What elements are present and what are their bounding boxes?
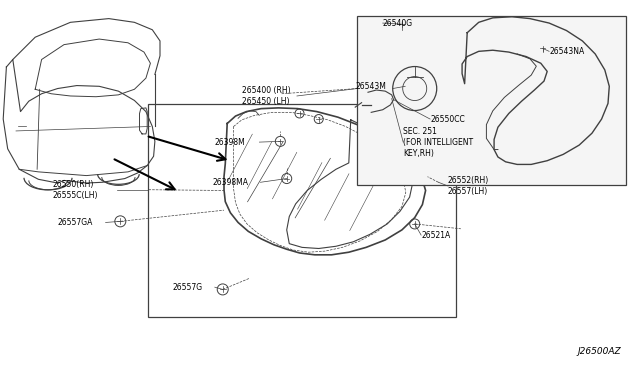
Bar xyxy=(148,104,456,317)
Text: SEC. 251
(FOR INTELLIGENT
KEY,RH): SEC. 251 (FOR INTELLIGENT KEY,RH) xyxy=(403,126,474,158)
Text: 26540G: 26540G xyxy=(383,19,413,28)
Text: J26500AZ: J26500AZ xyxy=(577,347,621,356)
Text: 26557G: 26557G xyxy=(173,283,203,292)
Text: 26550CC: 26550CC xyxy=(430,115,465,124)
Text: 26398M: 26398M xyxy=(214,138,245,147)
Text: 26550(RH)
26555C(LH): 26550(RH) 26555C(LH) xyxy=(52,180,98,200)
Text: 26543NA: 26543NA xyxy=(549,47,584,56)
Text: 265400 (RH)
265450 (LH): 265400 (RH) 265450 (LH) xyxy=(242,86,291,106)
Text: 26398MA: 26398MA xyxy=(212,178,248,187)
Text: 26552(RH)
26557(LH): 26552(RH) 26557(LH) xyxy=(448,176,489,196)
Text: 26543M: 26543M xyxy=(355,82,386,91)
Text: 26557GA: 26557GA xyxy=(58,218,93,227)
Text: 26521A: 26521A xyxy=(421,231,451,240)
Bar xyxy=(357,16,626,185)
